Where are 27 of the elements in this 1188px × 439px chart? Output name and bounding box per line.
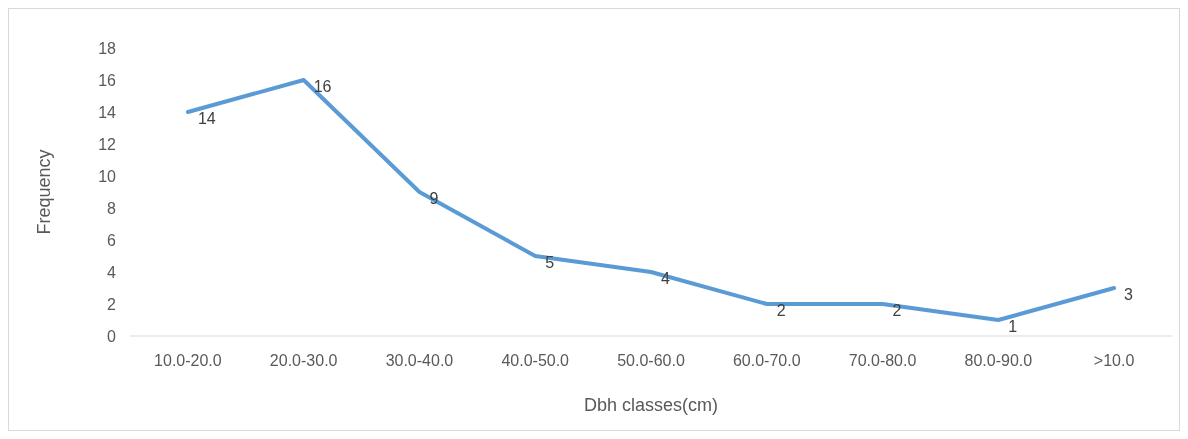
y-tick-label: 0: [107, 327, 117, 345]
y-axis-title: Frequency: [34, 149, 54, 235]
x-tick-label: 10.0-20.0: [154, 352, 222, 369]
x-tick-label: 50.0-60.0: [617, 352, 685, 369]
data-label: 14: [197, 110, 216, 127]
y-tick-label: 6: [107, 231, 117, 249]
x-tick-label: 20.0-30.0: [269, 352, 338, 369]
y-tick-label: 16: [98, 71, 117, 89]
y-tick-label: 18: [98, 39, 117, 57]
data-label: 3: [1124, 286, 1134, 303]
data-label: 2: [776, 302, 786, 319]
line-series: [185, 78, 1117, 322]
data-label: 16: [313, 78, 332, 95]
y-tick-label: 10: [98, 167, 117, 185]
y-tick-label: 8: [107, 199, 117, 217]
y-tick-label: 14: [98, 103, 117, 121]
x-tick-label: 80.0-90.0: [964, 352, 1033, 369]
x-tick-label: 60.0-70.0: [732, 352, 801, 369]
x-tick-label: 40.0-50.0: [501, 352, 570, 369]
y-tick-label: 2: [107, 295, 117, 313]
x-tick-label: 70.0-80.0: [848, 352, 917, 369]
data-label: 1: [1008, 318, 1018, 335]
x-tick-label: >10.0: [1093, 352, 1135, 369]
y-tick-label: 4: [107, 263, 117, 281]
y-tick-label: 12: [98, 135, 117, 153]
x-tick-label: 30.0-40.0: [385, 352, 454, 369]
x-axis-title: Dbh classes(cm): [583, 395, 719, 415]
